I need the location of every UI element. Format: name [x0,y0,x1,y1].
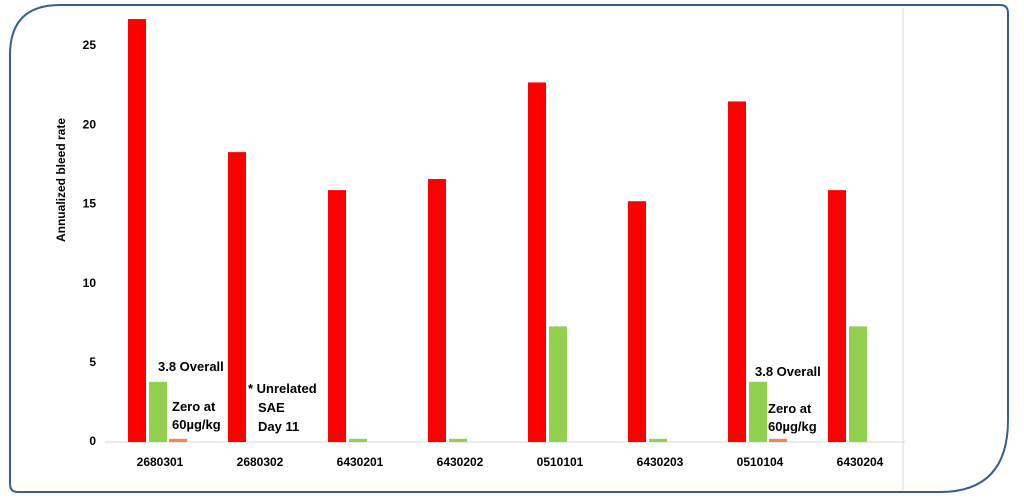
bar [149,381,167,442]
bar [349,438,367,442]
annotation: Zero at 60µg/kg [768,401,817,434]
bar [228,152,246,443]
annotation: 3.8 Overall [158,359,224,374]
bar [728,101,746,442]
y-tick-label: 10 [83,276,97,290]
y-tick-label: 5 [89,355,96,369]
y-tick-label: 20 [83,117,97,131]
x-tick-label: 0510104 [737,455,784,469]
y-tick-label: 0 [89,434,96,448]
bar [769,438,787,442]
x-tick-label: 6430202 [437,455,484,469]
bar [749,381,767,442]
y-tick-label: 25 [83,38,97,52]
x-tick-label: 2680301 [137,455,184,469]
annotation: Zero at 60µg/kg [172,399,221,432]
bar [549,326,567,442]
y-axis-label: Annualized bleed rate [54,118,68,242]
x-tick-label: 2680302 [237,455,284,469]
x-tick-label: 6430203 [637,455,684,469]
bar [169,438,187,442]
x-tick-label: 6430201 [337,455,384,469]
bar [128,19,146,443]
y-tick-label: 15 [83,197,97,211]
annotation: 3.8 Overall [755,364,821,379]
bar [528,82,546,442]
bar [328,190,346,442]
x-tick-label: 6430204 [837,455,884,469]
frame [9,4,1009,493]
bar [428,179,446,442]
bar [649,438,667,442]
x-tick-label: 0510101 [537,455,584,469]
annotation: * Unrelated SAE Day 11 [248,381,317,434]
bar [628,201,646,442]
bar [849,326,867,442]
bar [828,190,846,442]
bar [449,438,467,442]
